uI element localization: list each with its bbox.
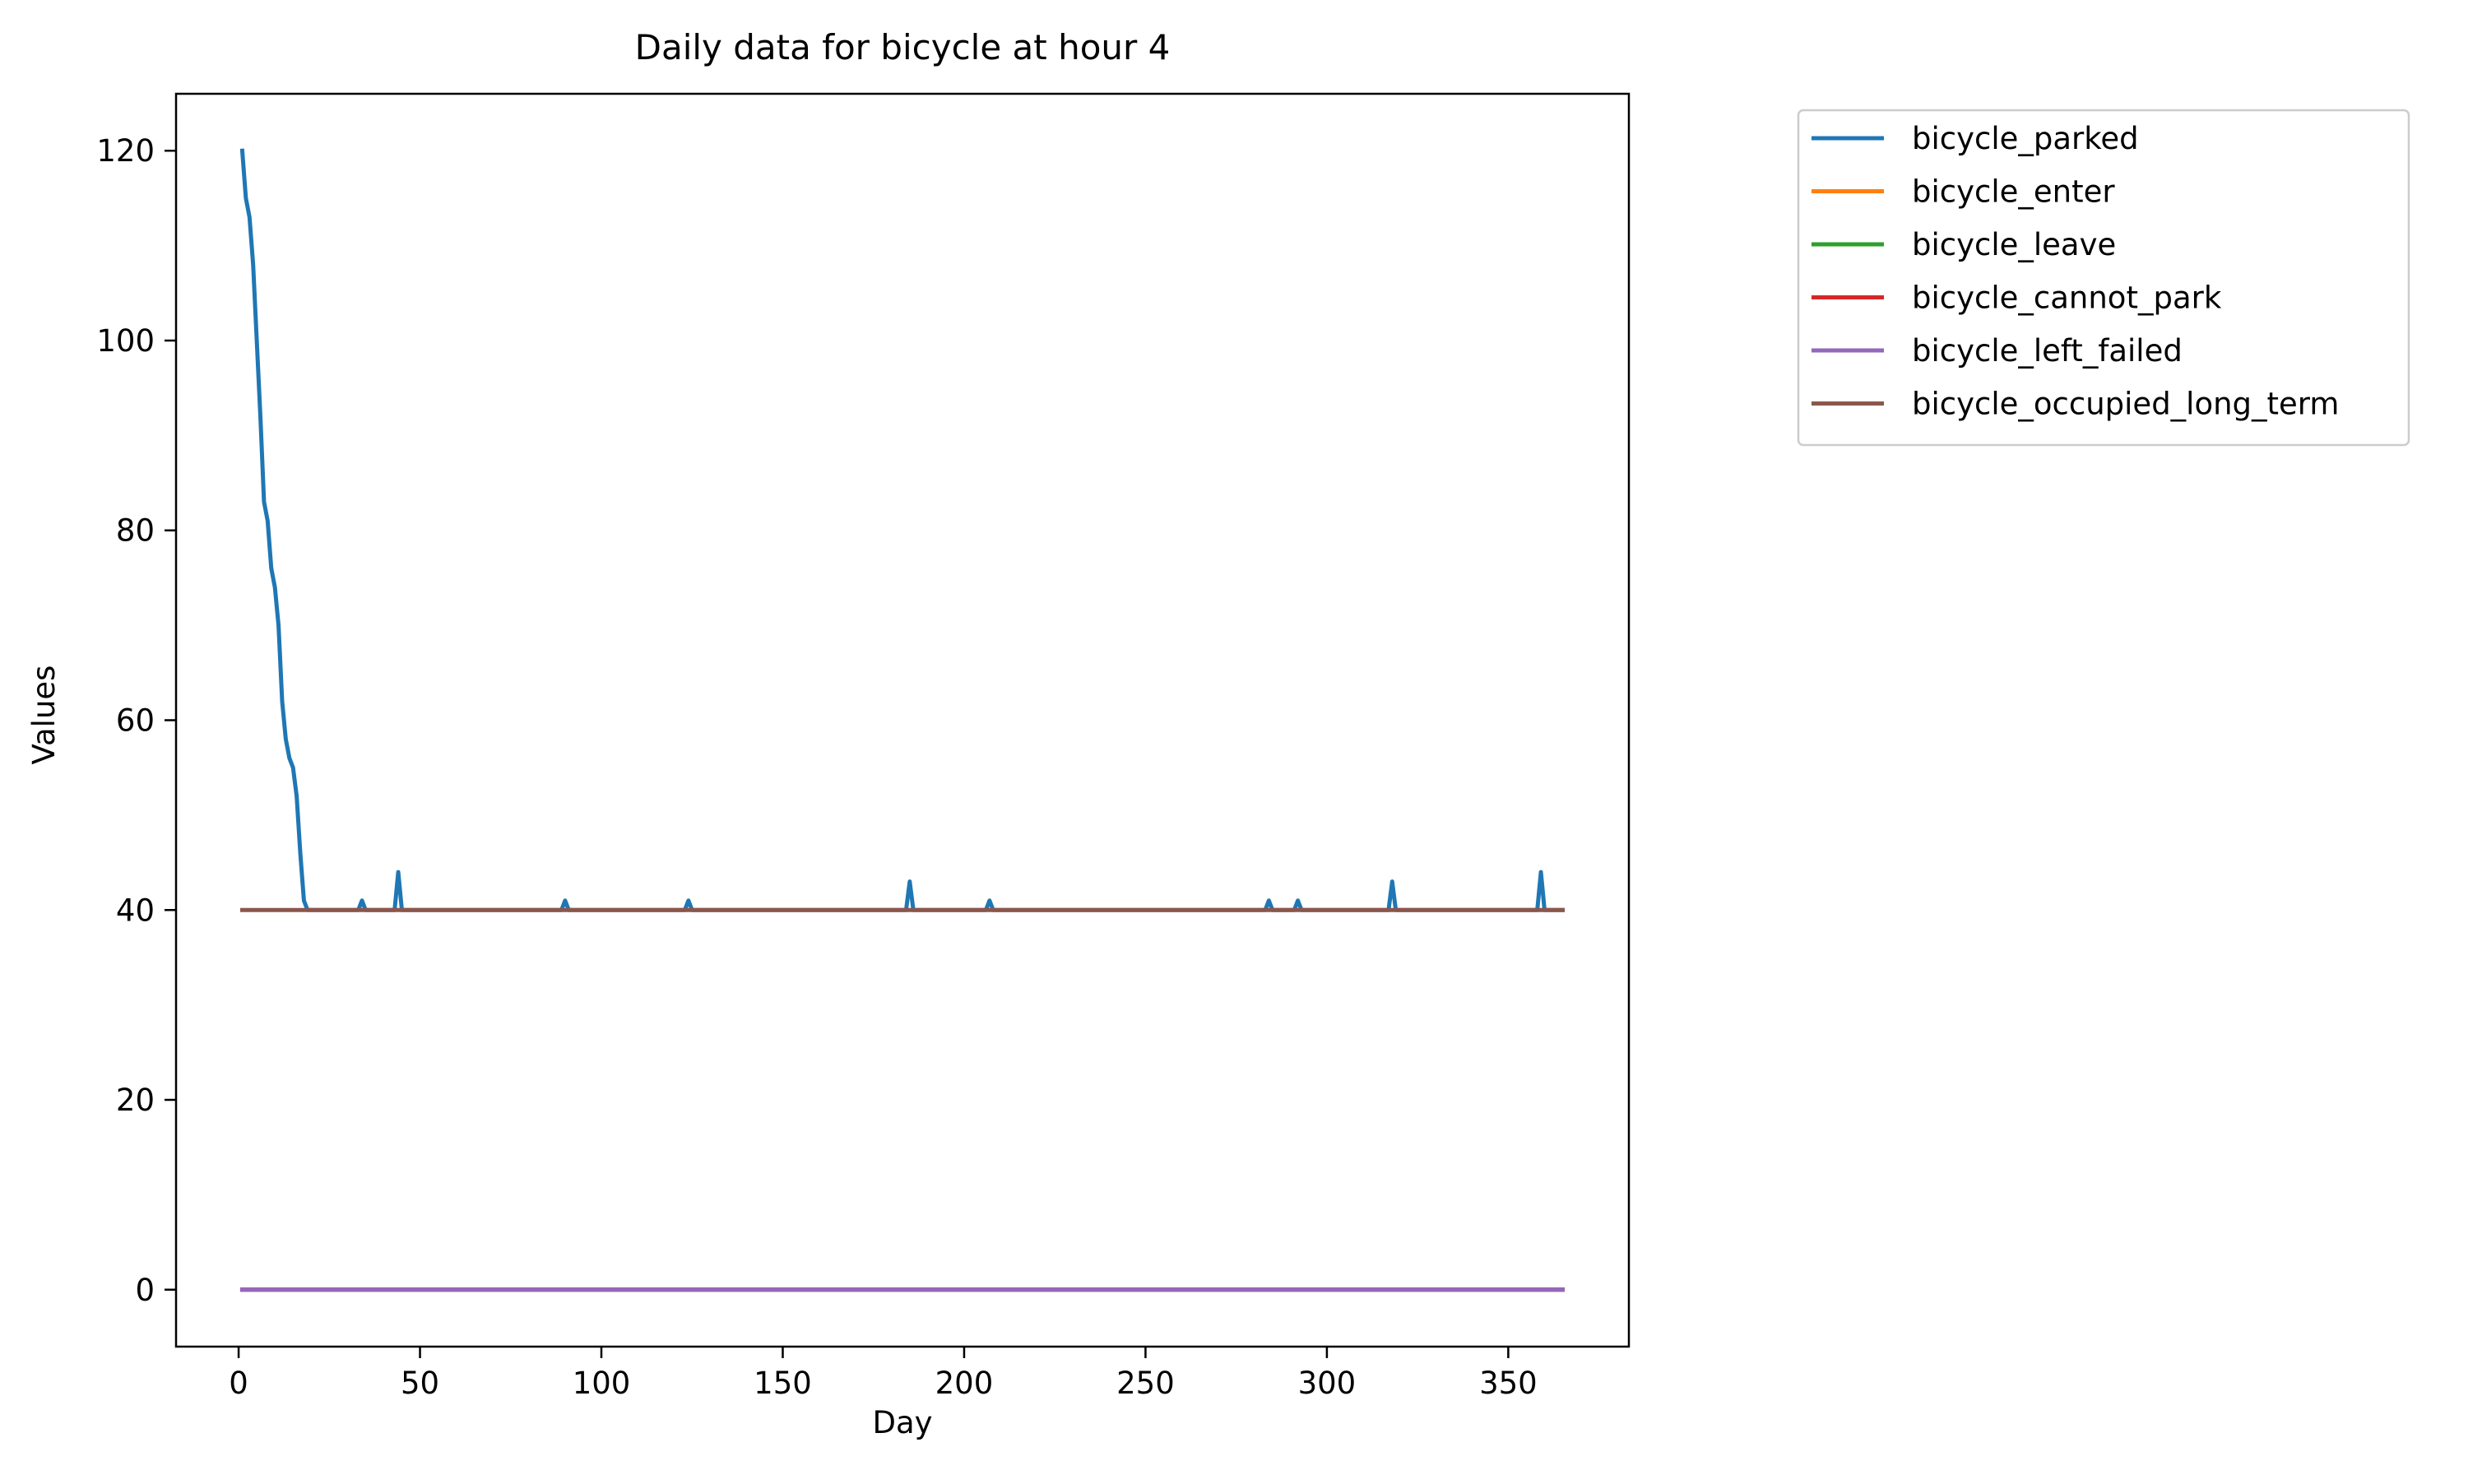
legend-label: bicycle_enter bbox=[1912, 174, 2115, 210]
y-tick-label: 80 bbox=[116, 513, 155, 549]
x-tick-label: 250 bbox=[1116, 1366, 1175, 1401]
x-tick-label: 300 bbox=[1298, 1366, 1357, 1401]
legend-label: bicycle_cannot_park bbox=[1912, 281, 2222, 316]
legend-label: bicycle_parked bbox=[1912, 121, 2139, 156]
y-tick-label: 120 bbox=[96, 133, 155, 169]
legend: bicycle_parked bicycle_enter bicycle_leave… bbox=[1797, 109, 2410, 447]
legend-label: bicycle_left_failed bbox=[1912, 333, 2183, 369]
y-tick-label: 60 bbox=[116, 703, 155, 739]
x-tick-label: 100 bbox=[573, 1366, 631, 1401]
y-axis-label: Values bbox=[26, 665, 62, 765]
axes-layer: 0 50 100 150 200 250 300 350 0 20 40 60 80 100 120 bbox=[96, 92, 1631, 1401]
x-tick-label: 0 bbox=[229, 1366, 248, 1401]
legend-label: bicycle_leave bbox=[1912, 227, 2116, 262]
x-tick-label: 150 bbox=[754, 1366, 812, 1401]
chart-title: Daily data for bicycle at hour 4 bbox=[635, 27, 1171, 67]
plot-area bbox=[176, 94, 1629, 1347]
legend-label: bicycle_occupied_long_term bbox=[1912, 387, 2339, 422]
y-tick-label: 0 bbox=[135, 1273, 155, 1308]
x-tick-label: 200 bbox=[935, 1366, 994, 1401]
plot-background bbox=[176, 94, 1629, 1347]
series-layer bbox=[239, 148, 1566, 1292]
y-tick-label: 100 bbox=[96, 323, 155, 359]
x-tick-label: 50 bbox=[401, 1366, 439, 1401]
x-tick-label: 350 bbox=[1479, 1366, 1538, 1401]
y-tick-label: 20 bbox=[116, 1083, 155, 1118]
y-tick-label: 40 bbox=[116, 893, 155, 928]
x-axis-label: Day bbox=[872, 1405, 932, 1440]
legend-box bbox=[1797, 109, 2410, 447]
